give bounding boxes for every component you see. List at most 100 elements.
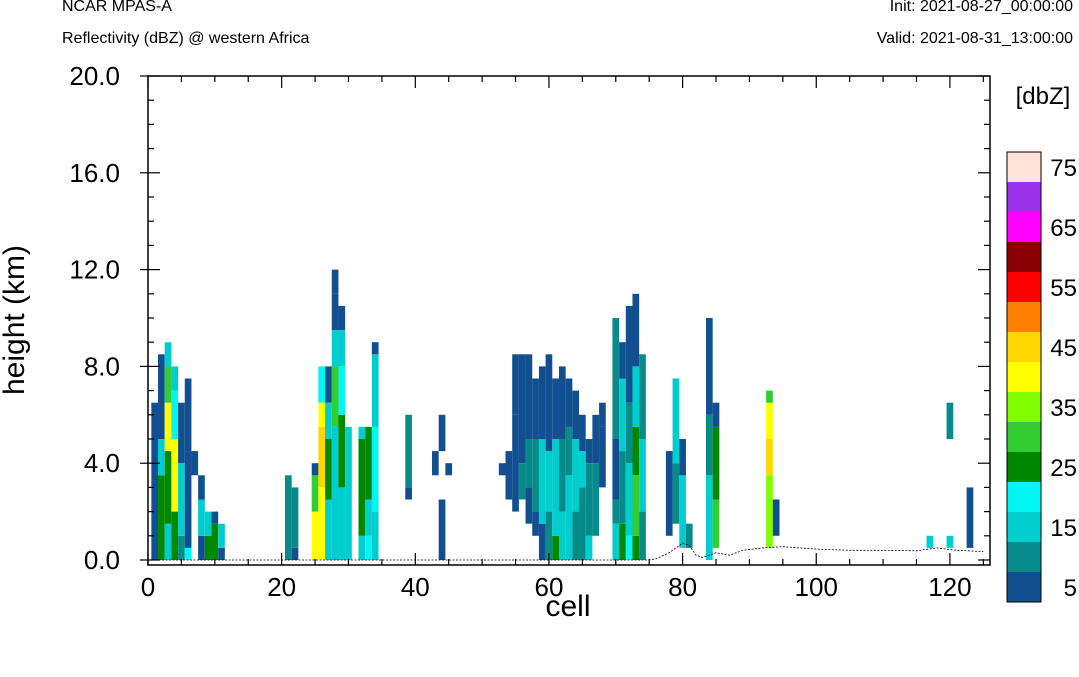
- reflectivity-cell: [198, 535, 205, 560]
- reflectivity-cell: [585, 463, 593, 536]
- colorbar-swatch: [1007, 392, 1041, 422]
- reflectivity-cell: [766, 402, 773, 439]
- colorbar-tick-label: 75: [1050, 155, 1077, 182]
- reflectivity-cell: [178, 402, 185, 464]
- reflectivity-cell: [164, 342, 172, 367]
- reflectivity-cell: [405, 487, 412, 500]
- reflectivity-cell: [184, 378, 192, 452]
- field-title: Reflectivity (dBZ) @ western Africa: [62, 30, 310, 47]
- reflectivity-cells: [151, 269, 974, 560]
- reflectivity-cell: [772, 499, 780, 536]
- reflectivity-cell: [592, 414, 600, 464]
- reflectivity-cell: [498, 463, 506, 476]
- reflectivity-cell: [171, 511, 179, 560]
- reflectivity-cell: [184, 451, 192, 548]
- reflectivity-cell: [338, 414, 346, 488]
- reflectivity-cell: [632, 535, 640, 560]
- reflectivity-cell: [766, 475, 773, 548]
- reflectivity-cell: [632, 475, 640, 536]
- colorbar-tick-label: 65: [1050, 215, 1077, 242]
- colorbar-swatch: [1007, 302, 1041, 332]
- reflectivity-cell: [318, 426, 326, 488]
- reflectivity-cell: [685, 523, 693, 548]
- reflectivity-cell: [371, 342, 379, 355]
- reflectivity-cell: [338, 487, 346, 560]
- reflectivity-cell: [358, 439, 366, 536]
- reflectivity-cell: [619, 342, 626, 379]
- reflectivity-cell: [325, 402, 332, 439]
- reflectivity-cell: [612, 523, 620, 560]
- reflectivity-cell: [171, 390, 179, 439]
- reflectivity-cell: [365, 499, 372, 536]
- reflectivity-cell: [178, 535, 185, 560]
- reflectivity-cell: [545, 511, 553, 560]
- reflectivity-cell: [579, 451, 586, 488]
- colorbar-swatch: [1007, 272, 1041, 302]
- reflectivity-cell: [665, 451, 673, 536]
- reflectivity-cell: [365, 535, 372, 560]
- reflectivity-cell: [612, 439, 620, 500]
- reflectivity-cell: [311, 463, 319, 476]
- reflectivity-cell: [712, 499, 720, 548]
- y-tick-label: 12.0: [69, 255, 120, 285]
- plot-frame: [147, 75, 991, 566]
- reflectivity-cell: [612, 318, 620, 439]
- reflectivity-cell: [619, 523, 626, 560]
- reflectivity-cell: [579, 487, 586, 560]
- reflectivity-cell: [505, 451, 513, 500]
- reflectivity-cell: [766, 439, 773, 476]
- reflectivity-cell: [164, 366, 172, 403]
- reflectivity-cell: [218, 523, 225, 548]
- reflectivity-cell: [572, 511, 580, 560]
- reflectivity-cell: [198, 475, 205, 500]
- reflectivity-cell: [171, 439, 179, 512]
- reflectivity-cell: [318, 487, 326, 560]
- reflectivity-cell: [291, 487, 299, 548]
- reflectivity-cell: [585, 439, 593, 464]
- reflectivity-cell: [318, 402, 326, 427]
- reflectivity-cell: [325, 439, 332, 500]
- reflectivity-cell: [405, 414, 412, 488]
- reflectivity-cell: [612, 499, 620, 524]
- reflectivity-cell: [639, 511, 646, 560]
- reflectivity-cell: [371, 511, 379, 560]
- colorbar-swatch: [1007, 482, 1041, 512]
- reflectivity-cell: [572, 439, 580, 512]
- colorbar-swatch: [1007, 452, 1041, 482]
- reflectivity-cell: [632, 293, 640, 367]
- reflectivity-cell: [712, 402, 720, 427]
- reflectivity-cell: [625, 463, 633, 536]
- reflectivity-cell: [178, 463, 185, 536]
- x-tick-label: 120: [928, 572, 971, 602]
- reflectivity-cell: [325, 366, 332, 403]
- reflectivity-cell: [318, 366, 326, 403]
- reflectivity-cell: [291, 547, 299, 560]
- reflectivity-cell: [211, 523, 219, 560]
- reflectivity-cell: [432, 451, 439, 476]
- reflectivity-cell: [565, 378, 573, 427]
- colorbar-swatch: [1007, 332, 1041, 362]
- reflectivity-cell: [639, 354, 646, 439]
- reflectivity-cell: [512, 354, 519, 415]
- init-time: Init: 2021-08-27_00:00:00: [889, 0, 1073, 15]
- reflectivity-cell: [204, 511, 212, 536]
- reflectivity-cell: [552, 439, 559, 536]
- reflectivity-cell: [599, 402, 606, 427]
- x-tick-label: 80: [668, 572, 697, 602]
- reflectivity-cell: [705, 475, 713, 560]
- reflectivity-cell: [679, 439, 686, 476]
- colorbar: 5 15 25 35 45 55 65 75: [1006, 151, 1077, 603]
- reflectivity-cell: [619, 378, 626, 452]
- reflectivity-cell: [158, 354, 165, 439]
- reflectivity-cell: [512, 414, 519, 512]
- reflectivity-cell: [331, 269, 339, 294]
- reflectivity-cell: [705, 414, 713, 476]
- reflectivity-cell: [532, 511, 539, 536]
- reflectivity-cell: [191, 451, 199, 476]
- reflectivity-cell: [558, 366, 566, 439]
- reflectivity-cell: [592, 463, 600, 536]
- y-tick-label: 16.0: [69, 158, 120, 188]
- reflectivity-cell: [766, 390, 773, 403]
- x-tick-label: 0: [141, 572, 155, 602]
